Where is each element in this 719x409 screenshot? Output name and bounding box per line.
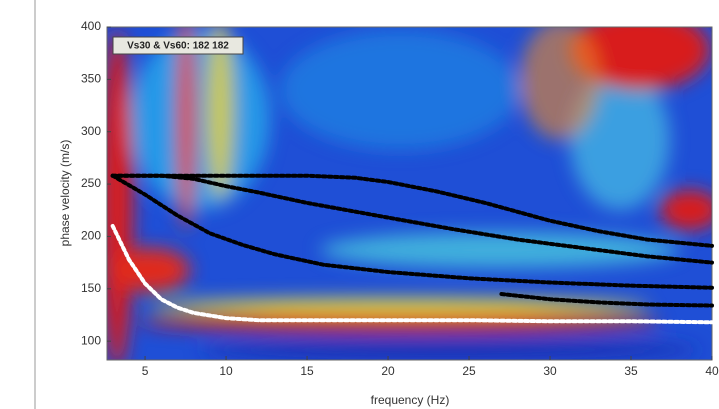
x-tick-label: 10	[219, 364, 233, 378]
y-tick-label: 100	[81, 333, 101, 347]
y-tick-label: 350	[81, 72, 101, 86]
x-tick-label: 30	[543, 364, 557, 378]
dispersion-curve	[110, 223, 714, 325]
dispersion-image	[107, 27, 712, 360]
dispersion-curve	[110, 173, 714, 248]
x-tick-label: 35	[624, 364, 638, 378]
y-tick-label: 200	[81, 229, 101, 243]
y-tick-label: 400	[81, 19, 101, 33]
y-tick-label: 300	[81, 124, 101, 138]
x-axis-label: frequency (Hz)	[371, 393, 450, 407]
plot-frame	[106, 26, 713, 361]
annotation-box	[112, 36, 244, 55]
x-tick-label: 25	[462, 364, 476, 378]
x-tick-label: 20	[381, 364, 395, 378]
dispersion-curve	[499, 292, 714, 308]
x-tick-label: 15	[300, 364, 314, 378]
y-tick-label: 250	[81, 176, 101, 190]
x-tick-label: 5	[142, 364, 149, 378]
x-tick-label: 40	[705, 364, 719, 378]
annotation: Vs30 & Vs60: 182 182	[127, 41, 229, 52]
dispersion-curve	[110, 173, 714, 290]
y-axis-label: phase velocity (m/s)	[58, 140, 72, 247]
y-tick-label: 150	[81, 281, 101, 295]
dispersion-curve	[110, 173, 714, 265]
